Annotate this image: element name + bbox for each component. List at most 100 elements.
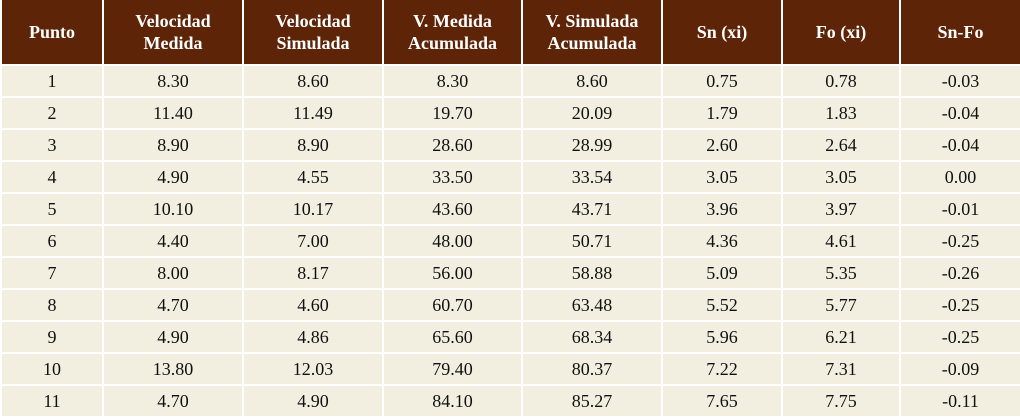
cell-velocidad-simulada: 12.03 <box>242 353 384 386</box>
cell-v-medida-acumulada: 8.30 <box>382 65 523 98</box>
cell-v-medida-acumulada: 19.70 <box>382 97 523 130</box>
cell-punto: 9 <box>0 321 104 354</box>
cell-velocidad-simulada: 8.90 <box>242 129 384 162</box>
cell-fo-xi: 3.97 <box>781 193 901 226</box>
cell-velocidad-medida: 4.70 <box>102 385 244 418</box>
header-row: Punto Velocidad Medida Velocidad Simulad… <box>0 0 1020 66</box>
cell-v-simulada-acumulada: 85.27 <box>521 385 663 418</box>
cell-v-simulada-acumulada: 8.60 <box>521 65 663 98</box>
cell-velocidad-medida: 4.40 <box>102 225 244 258</box>
cell-v-simulada-acumulada: 33.54 <box>521 161 663 194</box>
cell-velocidad-simulada: 4.55 <box>242 161 384 194</box>
table-row: 10 13.80 12.03 79.40 80.37 7.22 7.31 -0.… <box>0 353 1020 386</box>
cell-velocidad-simulada: 4.86 <box>242 321 384 354</box>
cell-velocidad-medida: 8.30 <box>102 65 244 98</box>
cell-sn-fo: -0.03 <box>899 65 1020 98</box>
cell-v-medida-acumulada: 33.50 <box>382 161 523 194</box>
cell-v-medida-acumulada: 60.70 <box>382 289 523 322</box>
cell-sn-fo: -0.25 <box>899 321 1020 354</box>
cell-v-simulada-acumulada: 43.71 <box>521 193 663 226</box>
cell-velocidad-medida: 4.90 <box>102 161 244 194</box>
cell-velocidad-simulada: 4.90 <box>242 385 384 418</box>
table-row: 2 11.40 11.49 19.70 20.09 1.79 1.83 -0.0… <box>0 97 1020 130</box>
table-header: Punto Velocidad Medida Velocidad Simulad… <box>0 0 1020 66</box>
cell-sn-xi: 0.75 <box>661 65 783 98</box>
cell-velocidad-medida: 4.70 <box>102 289 244 322</box>
table-row: 5 10.10 10.17 43.60 43.71 3.96 3.97 -0.0… <box>0 193 1020 226</box>
cell-sn-xi: 3.05 <box>661 161 783 194</box>
table-row: 7 8.00 8.17 56.00 58.88 5.09 5.35 -0.26 <box>0 257 1020 290</box>
cell-v-medida-acumulada: 65.60 <box>382 321 523 354</box>
cell-v-medida-acumulada: 56.00 <box>382 257 523 290</box>
header-cell-velocidad-simulada: Velocidad Simulada <box>242 0 384 66</box>
table-row: 4 4.90 4.55 33.50 33.54 3.05 3.05 0.00 <box>0 161 1020 194</box>
header-cell-fo-xi: Fo (xi) <box>781 0 901 66</box>
cell-punto: 4 <box>0 161 104 194</box>
cell-sn-fo: -0.04 <box>899 129 1020 162</box>
cell-sn-xi: 7.65 <box>661 385 783 418</box>
cell-velocidad-medida: 4.90 <box>102 321 244 354</box>
header-cell-punto: Punto <box>0 0 104 66</box>
table-row: 1 8.30 8.60 8.30 8.60 0.75 0.78 -0.03 <box>0 65 1020 98</box>
cell-fo-xi: 1.83 <box>781 97 901 130</box>
cell-v-medida-acumulada: 28.60 <box>382 129 523 162</box>
cell-sn-fo: -0.01 <box>899 193 1020 226</box>
cell-sn-xi: 5.52 <box>661 289 783 322</box>
header-cell-sn-fo: Sn-Fo <box>899 0 1020 66</box>
cell-v-simulada-acumulada: 63.48 <box>521 289 663 322</box>
cell-punto: 10 <box>0 353 104 386</box>
cell-v-simulada-acumulada: 20.09 <box>521 97 663 130</box>
cell-sn-xi: 4.36 <box>661 225 783 258</box>
cell-punto: 8 <box>0 289 104 322</box>
cell-v-medida-acumulada: 48.00 <box>382 225 523 258</box>
cell-v-simulada-acumulada: 28.99 <box>521 129 663 162</box>
cell-velocidad-medida: 8.00 <box>102 257 244 290</box>
header-cell-sn-xi: Sn (xi) <box>661 0 783 66</box>
cell-velocidad-medida: 11.40 <box>102 97 244 130</box>
cell-fo-xi: 0.78 <box>781 65 901 98</box>
table-row: 11 4.70 4.90 84.10 85.27 7.65 7.75 -0.11 <box>0 385 1020 418</box>
cell-fo-xi: 5.77 <box>781 289 901 322</box>
header-cell-v-simulada-acumulada: V. Simulada Acumulada <box>521 0 663 66</box>
cell-sn-fo: -0.11 <box>899 385 1020 418</box>
table-row: 3 8.90 8.90 28.60 28.99 2.60 2.64 -0.04 <box>0 129 1020 162</box>
table-row: 9 4.90 4.86 65.60 68.34 5.96 6.21 -0.25 <box>0 321 1020 354</box>
cell-velocidad-medida: 8.90 <box>102 129 244 162</box>
cell-sn-xi: 1.79 <box>661 97 783 130</box>
cell-v-medida-acumulada: 43.60 <box>382 193 523 226</box>
cell-sn-fo: 0.00 <box>899 161 1020 194</box>
table-body: 1 8.30 8.60 8.30 8.60 0.75 0.78 -0.03 2 … <box>0 65 1020 418</box>
cell-punto: 11 <box>0 385 104 418</box>
cell-v-simulada-acumulada: 68.34 <box>521 321 663 354</box>
cell-sn-xi: 3.96 <box>661 193 783 226</box>
table-row: 6 4.40 7.00 48.00 50.71 4.36 4.61 -0.25 <box>0 225 1020 258</box>
cell-fo-xi: 4.61 <box>781 225 901 258</box>
cell-v-medida-acumulada: 84.10 <box>382 385 523 418</box>
cell-velocidad-simulada: 10.17 <box>242 193 384 226</box>
cell-velocidad-simulada: 4.60 <box>242 289 384 322</box>
cell-v-medida-acumulada: 79.40 <box>382 353 523 386</box>
cell-punto: 1 <box>0 65 104 98</box>
cell-sn-fo: -0.25 <box>899 225 1020 258</box>
cell-fo-xi: 2.64 <box>781 129 901 162</box>
cell-sn-xi: 7.22 <box>661 353 783 386</box>
cell-velocidad-simulada: 7.00 <box>242 225 384 258</box>
header-cell-v-medida-acumulada: V. Medida Acumulada <box>382 0 523 66</box>
cell-sn-xi: 2.60 <box>661 129 783 162</box>
cell-velocidad-simulada: 8.17 <box>242 257 384 290</box>
cell-sn-fo: -0.04 <box>899 97 1020 130</box>
cell-punto: 5 <box>0 193 104 226</box>
cell-fo-xi: 7.31 <box>781 353 901 386</box>
cell-sn-fo: -0.25 <box>899 289 1020 322</box>
header-cell-velocidad-medida: Velocidad Medida <box>102 0 244 66</box>
table-row: 8 4.70 4.60 60.70 63.48 5.52 5.77 -0.25 <box>0 289 1020 322</box>
cell-sn-xi: 5.96 <box>661 321 783 354</box>
cell-v-simulada-acumulada: 50.71 <box>521 225 663 258</box>
cell-fo-xi: 3.05 <box>781 161 901 194</box>
cell-v-simulada-acumulada: 58.88 <box>521 257 663 290</box>
cell-punto: 2 <box>0 97 104 130</box>
cell-sn-fo: -0.09 <box>899 353 1020 386</box>
cell-velocidad-simulada: 11.49 <box>242 97 384 130</box>
cell-punto: 3 <box>0 129 104 162</box>
